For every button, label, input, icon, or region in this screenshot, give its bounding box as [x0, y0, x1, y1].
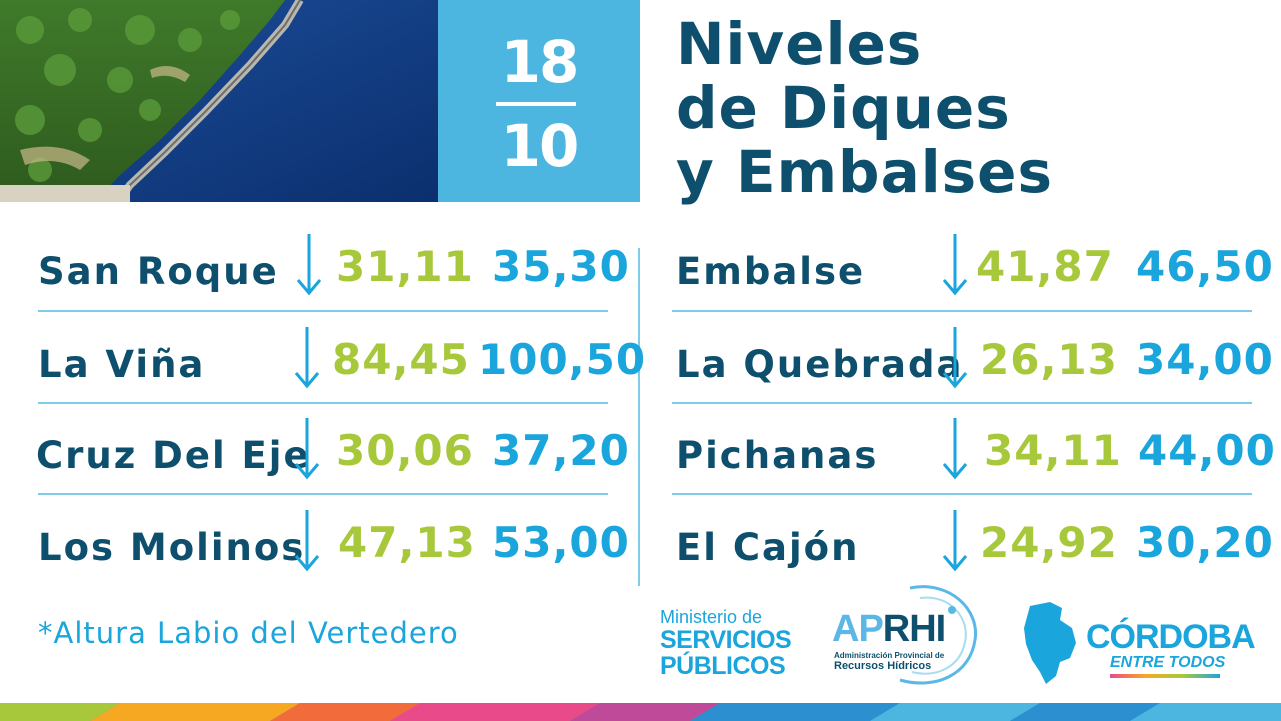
current-level: 24,92 [980, 518, 1118, 567]
column-divider [638, 248, 640, 586]
aprhi-prefix: AP [832, 608, 884, 650]
dam-photo [0, 0, 438, 202]
table-row: Pichanas 34,11 44,00 [676, 416, 1276, 506]
current-level: 26,13 [980, 335, 1118, 384]
dam-name: El Cajón [676, 526, 860, 569]
table-row: Embalse 41,87 46,50 [676, 232, 1276, 322]
arrow-down-icon [942, 510, 968, 572]
dam-name: Los Molinos [38, 526, 306, 569]
max-level: 53,00 [492, 518, 630, 567]
table-row: San Roque 31,11 35,30 [38, 232, 629, 322]
aprhi-logo: APRHI Administración Provincial de Recur… [830, 580, 980, 690]
cordoba-wordmark: CÓRDOBA [1086, 618, 1256, 656]
aprhi-sub-line-1: Administración Provincial de [834, 651, 945, 660]
arrow-down-icon [294, 327, 320, 389]
aprhi-suffix: RHI [882, 608, 946, 650]
cordoba-logo: CÓRDOBA ENTRE TODOS [1020, 598, 1260, 688]
arrow-down-icon [296, 234, 322, 296]
ministerio-line-3: PÚBLICOS [660, 652, 786, 680]
current-level: 41,87 [976, 242, 1114, 291]
current-level: 47,13 [338, 518, 476, 567]
row-separator [672, 493, 1252, 495]
ministerio-line-2: SERVICIOS [660, 626, 792, 654]
ministerio-line-1: Ministerio de [660, 607, 763, 627]
footer-stripe [0, 703, 1281, 721]
date-box: 18 10 [438, 0, 640, 202]
max-level: 37,20 [492, 426, 630, 475]
arrow-down-icon [294, 418, 320, 480]
table-row: Los Molinos 47,13 53,00 [38, 508, 638, 598]
current-level: 34,11 [984, 426, 1122, 475]
water-swirl-icon [899, 585, 978, 685]
dam-name: Pichanas [676, 434, 879, 477]
max-level: 44,00 [1138, 426, 1276, 475]
title-line-1: Niveles [676, 10, 923, 78]
current-level: 30,06 [336, 426, 474, 475]
row-separator [38, 310, 608, 312]
row-separator [672, 402, 1252, 404]
table-row: El Cajón 24,92 30,20 [676, 508, 1276, 598]
ministerio-logo: Ministerio de SERVICIOS PÚBLICOS [660, 607, 792, 680]
dam-name: Cruz Del Eje [36, 434, 311, 477]
page-title: Niveles de Diques y Embalses [676, 12, 1053, 204]
cordoba-tagline: ENTRE TODOS [1110, 654, 1226, 671]
aprhi-wordmark: APRHI [832, 608, 946, 651]
dam-name: La Quebrada [676, 343, 964, 386]
aprhi-sub-line-2: Recursos Hídricos [834, 660, 932, 672]
title-line-2: de Diques [676, 74, 1011, 142]
arrow-down-icon [294, 510, 320, 572]
current-level: 31,11 [336, 242, 474, 291]
current-level: 84,45 [332, 335, 470, 384]
date-divider [496, 102, 576, 106]
arrow-down-icon [942, 234, 968, 296]
arrow-down-icon [942, 418, 968, 480]
max-level: 34,00 [1136, 335, 1274, 384]
table-row: La Viña 84,45 100,50 [38, 325, 645, 415]
max-level: 100,50 [478, 335, 647, 384]
aprhi-subtitle: Administración Provincial de Recursos Hí… [834, 651, 944, 672]
table-row: Cruz Del Eje 30,06 37,20 [36, 416, 636, 506]
max-level: 46,50 [1136, 242, 1274, 291]
footnote: *Altura Labio del Vertedero [38, 616, 459, 650]
dam-name: La Viña [38, 343, 206, 386]
max-level: 35,30 [492, 242, 630, 291]
max-level: 30,20 [1136, 518, 1274, 567]
date-month: 10 [500, 112, 580, 180]
title-line-3: y Embalses [676, 138, 1053, 206]
row-separator [38, 402, 608, 404]
table-row: La Quebrada 26,13 34,00 [676, 325, 1276, 415]
dam-name: San Roque [38, 250, 279, 293]
province-map-icon [1024, 602, 1076, 684]
arrow-down-icon [942, 327, 968, 389]
tagline-stripe [1110, 674, 1220, 678]
row-separator [672, 310, 1252, 312]
row-separator [38, 493, 608, 495]
dam-name: Embalse [676, 250, 866, 293]
date-day: 18 [500, 28, 580, 96]
